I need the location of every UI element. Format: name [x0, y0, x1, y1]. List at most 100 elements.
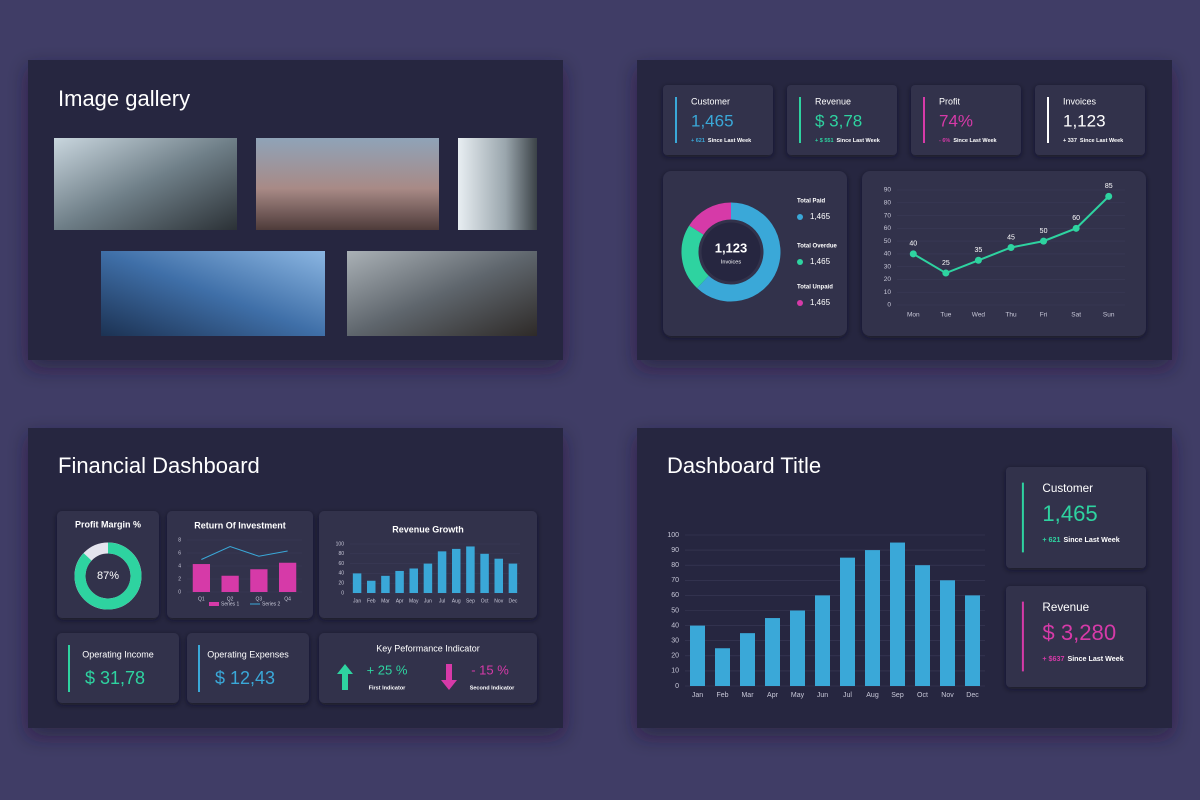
bar [508, 563, 518, 593]
bar [279, 562, 297, 592]
point [1007, 244, 1015, 251]
x-tick-label: Mar [381, 598, 390, 604]
metric-card [57, 633, 179, 703]
donut-segment [681, 225, 710, 289]
x-tick-label: Nov [494, 598, 503, 604]
card-value: 1,123 [1063, 111, 1106, 130]
x-tick-label: Dec [508, 598, 517, 604]
y-tick-label: 40 [338, 571, 344, 577]
y-tick-label: 90 [884, 187, 892, 194]
legend-label: Total Overdue [797, 244, 838, 250]
bar [480, 553, 489, 593]
legend-marker [797, 214, 803, 220]
bar [250, 569, 268, 592]
x-tick-label: Sun [1103, 312, 1115, 319]
y-tick-label: 0 [341, 590, 344, 596]
legend-marker [797, 300, 803, 306]
card-delta: - 6% [939, 138, 950, 144]
x-tick-label: Wed [972, 312, 986, 319]
y-tick-label: 50 [671, 607, 679, 614]
y-tick-label: 0 [887, 302, 891, 309]
card-value: 74% [939, 111, 973, 130]
x-tick-label: Oct [917, 692, 928, 699]
kpi-arrow [441, 664, 457, 690]
legend-label: Series 2 [262, 601, 281, 607]
y-tick-label: 40 [671, 622, 679, 629]
y-tick-label: 100 [336, 541, 345, 547]
x-tick-label: Nov [941, 692, 954, 699]
x-tick-label: Jul [843, 692, 852, 699]
bar [840, 557, 855, 686]
x-tick-label: Q2 [227, 596, 234, 602]
bar [865, 550, 880, 686]
x-tick-label: Jul [439, 598, 445, 604]
card-value: 1,465 [691, 111, 734, 130]
legend-label: Total Paid [797, 199, 826, 205]
card-label: Customer [1042, 482, 1093, 495]
data-label: 45 [1007, 234, 1015, 241]
card-change: - 6% Since Last Week [939, 138, 998, 144]
x-tick-label: Aug [866, 692, 879, 699]
line [201, 545, 288, 560]
card [319, 633, 537, 703]
card-delta: + $637 [1042, 655, 1064, 663]
data-label: 40 [909, 241, 917, 248]
x-tick-label: Q4 [284, 596, 291, 602]
legend-marker [797, 259, 803, 265]
legend-label: Total Unpaid [797, 285, 833, 291]
y-tick-label: 60 [338, 561, 344, 567]
bar [423, 563, 433, 593]
bar [452, 548, 461, 593]
card-value: 1,465 [1042, 501, 1097, 526]
card-delta: + $ 551 [815, 138, 834, 144]
metric-value: $ 12,43 [215, 668, 275, 688]
card-change: + 621 Since Last Week [1042, 536, 1119, 544]
card-label: Revenue [815, 96, 851, 106]
x-tick-label: Sep [891, 692, 904, 699]
y-tick-label: 60 [884, 225, 892, 232]
data-label: 50 [1040, 228, 1048, 235]
y-tick-label: 40 [884, 251, 892, 258]
bar [815, 595, 830, 686]
x-tick-label: Jan [353, 598, 361, 604]
card-note: Since Last Week [953, 138, 997, 144]
y-tick-label: 80 [884, 199, 892, 206]
donut-center-value: 1,123 [715, 240, 748, 255]
bar [915, 565, 930, 686]
card-note: Since Last Week [837, 138, 881, 144]
card-label: Profit [939, 96, 961, 106]
x-tick-label: Q1 [198, 596, 205, 602]
kpi-card [1035, 85, 1145, 155]
x-tick-label: Feb [716, 692, 728, 699]
bar [790, 610, 805, 686]
x-tick-label: Apr [767, 692, 779, 699]
legend-amount: 1,465 [810, 298, 831, 307]
card-change: + $637 Since Last Week [1042, 655, 1123, 663]
y-tick-label: 2 [178, 576, 181, 582]
bar [690, 625, 705, 686]
slide-title: Financial Dashboard [58, 453, 260, 478]
donut-center [701, 222, 761, 282]
point [974, 256, 982, 264]
bar [965, 595, 980, 686]
card-delta: + 621 [691, 138, 705, 144]
bar [381, 575, 390, 593]
card-note: Since Last Week [708, 138, 752, 144]
bar [192, 564, 210, 592]
y-tick-label: 20 [338, 581, 344, 587]
y-tick-label: 50 [884, 238, 892, 245]
data-label: 85 [1105, 183, 1113, 190]
y-tick-label: 4 [178, 563, 181, 569]
card-label: Invoices [1063, 96, 1097, 106]
y-tick-label: 20 [671, 653, 679, 660]
slide-title: Image gallery [58, 86, 190, 111]
slide-title: Dashboard Title [667, 453, 821, 478]
x-tick-label: Sat [1071, 312, 1081, 319]
x-tick-label: Q3 [256, 596, 263, 602]
card-delta: + 337 [1063, 138, 1077, 144]
data-label: 60 [1072, 215, 1080, 222]
x-tick-label: Fri [1040, 312, 1048, 319]
y-tick-label: 8 [178, 537, 181, 543]
x-tick-label: Jun [424, 598, 432, 604]
